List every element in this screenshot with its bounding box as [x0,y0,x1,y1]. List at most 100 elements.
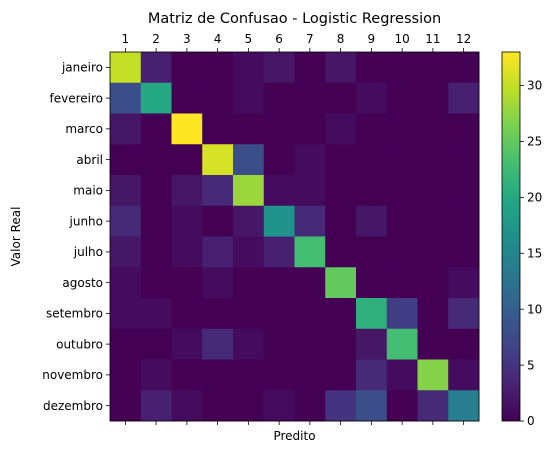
heatmap-cell [294,267,326,299]
x-tick-label: 5 [245,32,253,46]
y-axis-ticks: janeiro fevereiro marco abril maio junho julho… [42,61,110,413]
heatmap-cell [356,236,388,268]
heatmap-cell [325,82,357,114]
heatmap-cell [171,144,203,176]
heatmap-cell [386,82,418,114]
heatmap-cell [202,205,234,237]
heatmap-cell [294,113,326,145]
heatmap-cell [263,82,295,114]
heatmap-cell [202,175,234,207]
heatmap-cell [202,82,234,114]
heatmap-cell [202,328,234,360]
heatmap-cell [110,205,142,237]
colorbar-tick-label: 5 [527,358,535,372]
heatmap-cell [233,175,265,207]
heatmap-cell [325,267,357,299]
colorbar: 0 5 10 15 20 25 30 [501,51,542,428]
heatmap-cell [110,175,142,207]
colorbar-tick-label: 25 [527,135,542,149]
heatmap-cell [448,298,480,330]
heatmap-cell [140,113,172,145]
heatmap-cell [386,52,418,84]
heatmap-cell [325,359,357,391]
heatmap-cell [417,52,449,84]
heatmap-cell [448,52,480,84]
heatmap-cell [171,175,203,207]
colorbar-gradient [502,52,520,421]
x-tick-label: 11 [425,32,440,46]
heatmap-cell [140,359,172,391]
heatmap-cell [417,359,449,391]
heatmap-cell [171,236,203,268]
heatmap-cell [356,359,388,391]
heatmap-cell [386,205,418,237]
heatmap-cell [233,359,265,391]
colorbar-frame [501,51,521,422]
y-tick-label: fevereiro [50,91,104,105]
heatmap-cell [448,359,480,391]
heatmap-cell [356,113,388,145]
heatmap-cell [233,52,265,84]
y-tick-label: outubro [56,337,103,351]
heatmap-cell [233,236,265,268]
heatmap-cell [417,298,449,330]
heatmap-cell [140,298,172,330]
heatmap-cell [263,359,295,391]
heatmap-cell [140,175,172,207]
x-tick-label: 2 [152,32,160,46]
heatmap-cell [263,113,295,145]
heatmap-cell [448,82,480,114]
heatmap-cell [294,236,326,268]
heatmap-cell [263,328,295,360]
heatmap-cell [171,267,203,299]
heatmap-cell [356,175,388,207]
heatmap-cell [417,328,449,360]
heatmap-cell [325,298,357,330]
heatmap-cell [386,298,418,330]
heatmap-cell [417,236,449,268]
y-tick-label: dezembro [43,399,103,413]
heatmap-cell [386,144,418,176]
heatmap-cell [110,113,142,145]
heatmap-cell [202,113,234,145]
heatmap-cell [233,298,265,330]
heatmap-cell [448,144,480,176]
heatmap-cell [110,267,142,299]
heatmap-cell [294,390,326,422]
heatmap-cell [110,390,142,422]
heatmap-cell [140,390,172,422]
heatmap-cell [263,52,295,84]
heatmap-cell [386,359,418,391]
heatmap-cell [202,298,234,330]
heatmap-cell [140,236,172,268]
heatmap-cell [294,175,326,207]
heatmap-cell [140,205,172,237]
heatmap-cell [294,52,326,84]
heatmap-cell [448,328,480,360]
y-tick-label: marco [65,122,103,136]
heatmap-cell [325,236,357,268]
heatmap-cells [110,52,480,422]
heatmap-cell [140,52,172,84]
heatmap-cell [417,390,449,422]
heatmap-cell [233,328,265,360]
heatmap-cell [171,113,203,145]
heatmap-cell [325,205,357,237]
heatmap-cell [171,359,203,391]
heatmap-cell [110,52,142,84]
heatmap-cell [325,144,357,176]
x-tick-label: 1 [122,32,130,46]
heatmap-cell [171,328,203,360]
heatmap-cell [263,298,295,330]
heatmap-cell [202,267,234,299]
heatmap-cell [110,144,142,176]
heatmap-cell [263,175,295,207]
x-tick-label: 10 [394,32,409,46]
x-tick-label: 6 [275,32,283,46]
heatmap-cell [417,175,449,207]
heatmap-cell [263,144,295,176]
heatmap-cell [417,205,449,237]
heatmap-cell [448,113,480,145]
y-tick-label: janeiro [61,61,103,75]
y-axis-label: Valor Real [9,207,23,267]
